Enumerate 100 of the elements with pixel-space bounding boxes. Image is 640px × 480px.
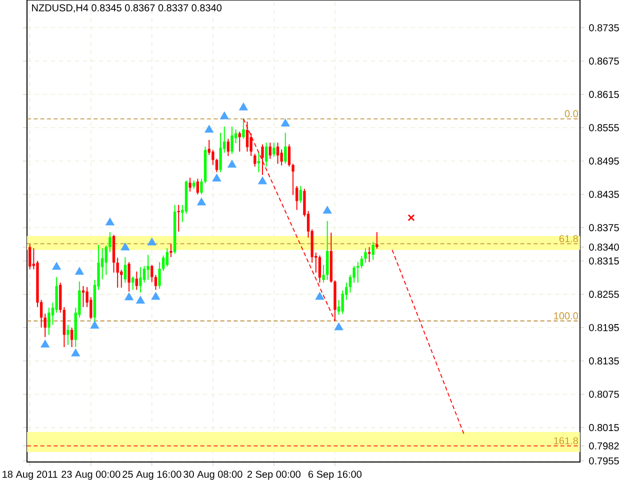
candlestick bbox=[326, 220, 329, 280]
candlestick bbox=[261, 144, 264, 176]
candlestick bbox=[288, 144, 291, 168]
y-tick-label: 0.8375 bbox=[589, 224, 619, 232]
point bbox=[334, 322, 343, 330]
candlestick bbox=[276, 142, 280, 164]
candlestick bbox=[124, 256, 127, 284]
y-tick-label: 0.8255 bbox=[589, 290, 619, 298]
point bbox=[121, 242, 130, 250]
point bbox=[228, 160, 236, 168]
candlestick bbox=[364, 248, 367, 264]
x-tick-label: 18 Aug 2011 bbox=[2, 470, 58, 480]
candlestick bbox=[128, 262, 130, 292]
candlestick bbox=[284, 132, 287, 164]
point bbox=[316, 292, 324, 300]
candlestick bbox=[200, 178, 203, 195]
y-tick-label: 0.7982 bbox=[589, 442, 619, 450]
point bbox=[408, 214, 415, 222]
y-tick-label: 0.8340 bbox=[589, 244, 619, 251]
point bbox=[136, 296, 145, 304]
annotation: 100.0 bbox=[554, 312, 578, 320]
x-tick-label: 6 Sep 16:00 bbox=[308, 470, 362, 480]
candlestick bbox=[66, 324, 70, 346]
candlestick bbox=[131, 276, 134, 290]
candlestick bbox=[55, 276, 58, 314]
candlestick bbox=[70, 327, 74, 348]
candlestick bbox=[318, 254, 322, 284]
point bbox=[40, 340, 50, 348]
candlestick bbox=[142, 265, 146, 284]
candlestick bbox=[242, 118, 245, 140]
candlestick bbox=[372, 242, 374, 260]
point bbox=[71, 349, 80, 356]
point bbox=[75, 267, 84, 275]
candlestick bbox=[135, 271, 138, 290]
y-tick-label: 0.8315 bbox=[589, 257, 619, 265]
point bbox=[220, 112, 228, 120]
point bbox=[204, 125, 214, 133]
candlestick bbox=[254, 153, 256, 168]
candlestick bbox=[146, 254, 150, 280]
candlestick bbox=[170, 243, 172, 258]
candlestick bbox=[299, 186, 302, 204]
y-tick-label: 0.8495 bbox=[589, 157, 619, 165]
candlestick bbox=[250, 132, 252, 157]
annotation: 161.8 bbox=[554, 437, 578, 444]
candlestick bbox=[272, 142, 276, 158]
y-tick-label: 0.8435 bbox=[589, 190, 619, 198]
point bbox=[90, 321, 99, 329]
point bbox=[197, 198, 206, 206]
candlestick bbox=[292, 163, 294, 196]
candlestick bbox=[166, 248, 168, 268]
x-tick-label: 25 Aug 16:00 bbox=[122, 470, 182, 480]
chart-title: NZDUSD,H4 0.8345 0.8367 0.8337 0.8340 bbox=[32, 4, 222, 13]
candlestick bbox=[268, 142, 272, 160]
point bbox=[212, 174, 221, 182]
point bbox=[281, 119, 290, 127]
point bbox=[148, 238, 156, 246]
candlestick bbox=[246, 121, 249, 152]
candlestick bbox=[264, 142, 268, 168]
candlestick bbox=[360, 255, 363, 269]
x-tick-label: 30 Aug 08:00 bbox=[184, 470, 242, 480]
annotation: 0.0 bbox=[564, 110, 578, 118]
candlestick bbox=[322, 264, 325, 284]
candlestick bbox=[295, 186, 298, 210]
candlestick bbox=[230, 126, 234, 154]
candlestick bbox=[352, 265, 356, 284]
point bbox=[258, 176, 267, 184]
point bbox=[323, 206, 332, 214]
candlestick bbox=[162, 254, 165, 272]
candlestick bbox=[226, 138, 230, 157]
candlestick bbox=[257, 151, 260, 173]
candlestick bbox=[28, 244, 32, 270]
candlestick bbox=[108, 232, 112, 253]
annotation: 61.8 bbox=[559, 235, 578, 242]
y-tick-label: 0.8615 bbox=[589, 90, 619, 98]
y-tick-label: 0.8135 bbox=[589, 357, 619, 364]
y-tick-label: 0.8735 bbox=[589, 24, 619, 32]
y-tick-label: 0.8075 bbox=[589, 390, 619, 398]
point bbox=[124, 292, 134, 300]
point bbox=[152, 292, 160, 300]
point bbox=[52, 262, 61, 270]
x-tick-label: 23 Aug 00:00 bbox=[62, 470, 120, 480]
y-tick-label: 0.7955 bbox=[589, 457, 619, 464]
candlestick bbox=[154, 274, 158, 290]
y-tick-label: 0.8675 bbox=[589, 58, 619, 65]
y-tick-label: 0.8015 bbox=[589, 424, 619, 432]
candlestick bbox=[44, 313, 46, 338]
candlestick bbox=[219, 132, 222, 173]
candlestick bbox=[158, 262, 161, 290]
point bbox=[106, 218, 114, 226]
point bbox=[239, 103, 248, 110]
y-tick-label: 0.8195 bbox=[589, 324, 619, 332]
candlestick bbox=[341, 290, 344, 314]
candlestick bbox=[196, 178, 200, 195]
candlestick bbox=[188, 177, 192, 192]
candlestick bbox=[104, 244, 108, 276]
candlestick bbox=[150, 264, 154, 283]
candlestick bbox=[139, 266, 142, 294]
candlestick bbox=[368, 246, 371, 263]
y-tick-label: 0.8555 bbox=[589, 124, 619, 132]
x-tick-label: 2 Sep 00:00 bbox=[247, 470, 300, 480]
